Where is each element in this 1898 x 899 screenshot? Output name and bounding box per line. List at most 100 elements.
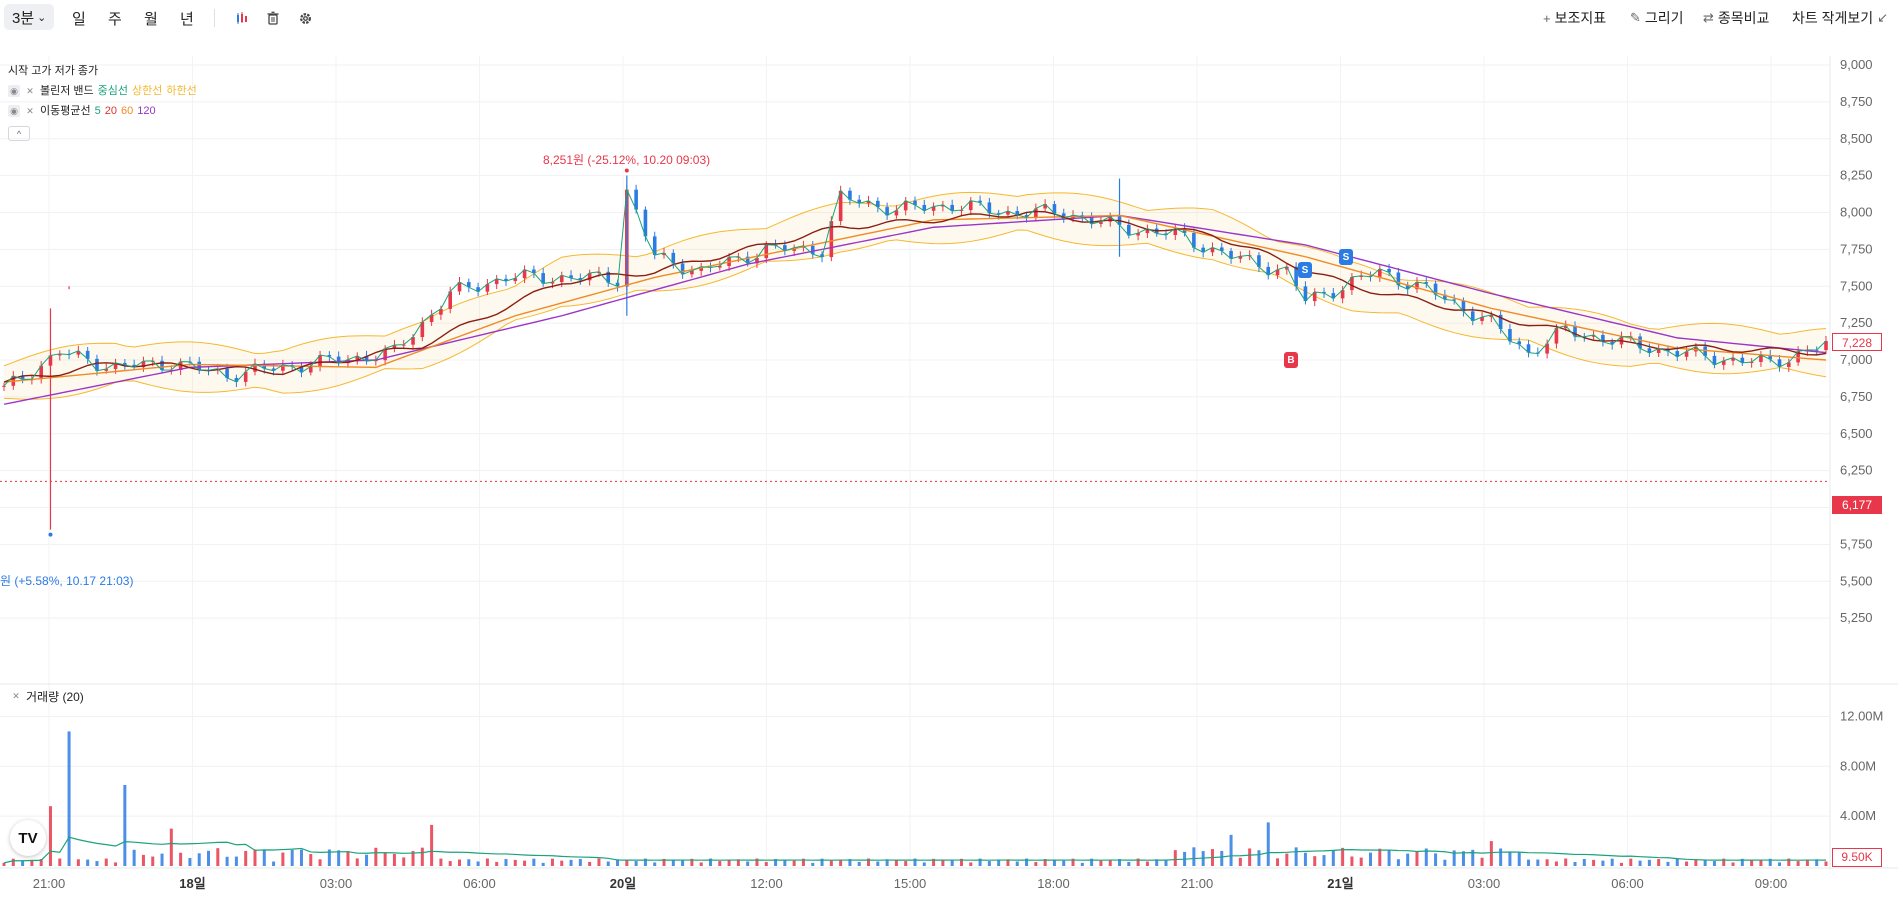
volume-bar xyxy=(1164,859,1168,866)
volume-bar xyxy=(1592,859,1596,866)
candle-body xyxy=(1563,325,1568,329)
candle-body xyxy=(968,200,973,211)
volume-bar xyxy=(1108,859,1112,866)
candle-body xyxy=(1554,328,1559,344)
ohlc-legend: 시작 고가 저가 종가 xyxy=(8,64,98,78)
gear-icon[interactable] xyxy=(296,9,314,27)
candle-body xyxy=(1489,314,1494,317)
timeframe-select[interactable]: 3분 ⌄ xyxy=(4,4,55,30)
volume-bar xyxy=(1145,861,1149,866)
volume-bar xyxy=(616,859,620,866)
sell-marker[interactable]: S xyxy=(1339,249,1353,265)
volume-bar xyxy=(1694,859,1698,866)
volume-bar xyxy=(1341,847,1345,866)
y-tick-label: 7,000 xyxy=(1840,352,1873,367)
tradingview-logo[interactable]: TV xyxy=(10,820,46,856)
volume-bar xyxy=(476,861,480,866)
candle-body xyxy=(1768,354,1773,360)
ma120-line xyxy=(3,214,1827,405)
candle-body xyxy=(1210,247,1215,253)
candle-body xyxy=(634,189,638,210)
volume-bar xyxy=(718,861,722,866)
candle-body xyxy=(1285,266,1289,270)
candle-body xyxy=(587,273,592,281)
close-icon[interactable]: ✕ xyxy=(26,86,34,96)
candle-body xyxy=(1229,250,1233,259)
volume-bar xyxy=(941,860,945,866)
volume-bar xyxy=(1248,848,1252,866)
candle-body xyxy=(829,221,834,258)
volume-bar xyxy=(1582,859,1586,866)
candle-body xyxy=(903,200,908,211)
candle-body xyxy=(1331,293,1336,299)
volume-bar xyxy=(1489,841,1493,866)
volume-bar xyxy=(1666,861,1670,866)
volume-bar xyxy=(1536,859,1540,866)
candle-body xyxy=(457,282,462,292)
shrink-icon: ↙ xyxy=(1877,10,1889,25)
eye-icon[interactable]: ◉ xyxy=(8,105,20,117)
candle-body xyxy=(1387,268,1391,273)
volume-bar xyxy=(430,824,434,866)
volume-ma-line xyxy=(3,836,1827,864)
volume-bar xyxy=(1015,861,1019,866)
ohlc-label: 시작 고가 저가 종가 xyxy=(8,65,99,77)
draw-button[interactable]: ✎ 그리기 xyxy=(1630,8,1684,28)
volume-bar xyxy=(1527,859,1531,866)
volume-bar xyxy=(829,860,833,866)
sell-marker[interactable]: S xyxy=(1298,262,1312,278)
volume-bar xyxy=(1610,858,1614,866)
close-icon[interactable]: ✕ xyxy=(26,106,34,116)
y-tick-label: 6,750 xyxy=(1840,389,1873,404)
ma20-line xyxy=(3,210,1827,383)
volume-bar xyxy=(1099,860,1103,866)
period-day[interactable]: 일 xyxy=(72,11,86,28)
candle-body xyxy=(1480,316,1484,321)
volume-bar xyxy=(987,861,991,866)
candle-style-icon[interactable] xyxy=(233,9,251,27)
volume-bar xyxy=(1118,859,1122,866)
volume-bar xyxy=(1043,859,1047,866)
period-year[interactable]: 년 xyxy=(180,11,194,28)
candle-body xyxy=(550,282,555,284)
candle-body xyxy=(1322,291,1326,294)
volume-bar xyxy=(1712,861,1716,866)
legend-collapse-button[interactable]: ^ xyxy=(8,126,30,141)
buy-marker[interactable]: B xyxy=(1284,352,1298,368)
candle-body xyxy=(894,210,899,216)
y-tick-label: 7,750 xyxy=(1840,241,1873,256)
candle-body xyxy=(1006,211,1010,215)
volume-bar xyxy=(774,859,778,866)
period-month[interactable]: 월 xyxy=(144,11,158,28)
ma20-label: 20 xyxy=(104,105,117,117)
candle-body xyxy=(643,209,648,237)
close-icon[interactable]: ✕ xyxy=(12,691,20,701)
volume-bar xyxy=(1722,858,1726,866)
volume-bar xyxy=(458,859,461,866)
candle-body xyxy=(1731,357,1735,361)
candle-body xyxy=(1796,351,1800,363)
eye-icon[interactable]: ◉ xyxy=(8,85,20,97)
compare-button[interactable]: ⇄ 종목비교 xyxy=(1703,8,1769,28)
volume-bar xyxy=(1638,860,1642,866)
volume-bar xyxy=(1025,858,1029,866)
small-view-button[interactable]: 차트 작게보기 ↙ xyxy=(1792,8,1888,28)
volume-bar xyxy=(1452,850,1456,866)
indicator-button[interactable]: + 보조지표 xyxy=(1543,8,1606,28)
y-tick-label: 8,500 xyxy=(1840,131,1873,146)
y-tick-label: 9,000 xyxy=(1840,57,1873,72)
volume-bar xyxy=(1071,858,1075,866)
candle-body xyxy=(104,368,109,371)
volume-bar xyxy=(783,859,787,866)
trash-icon[interactable] xyxy=(264,9,282,27)
chart-grid xyxy=(0,56,1898,870)
volume-bar xyxy=(1220,850,1224,866)
volume-bar xyxy=(151,856,155,866)
x-tick-label: 03:00 xyxy=(1468,876,1501,891)
volume-bar xyxy=(39,859,43,866)
volume-label: 거래량 (20) xyxy=(26,690,84,704)
volume-bar xyxy=(746,861,750,866)
period-week[interactable]: 주 xyxy=(108,11,122,28)
candle-body xyxy=(1424,282,1429,284)
